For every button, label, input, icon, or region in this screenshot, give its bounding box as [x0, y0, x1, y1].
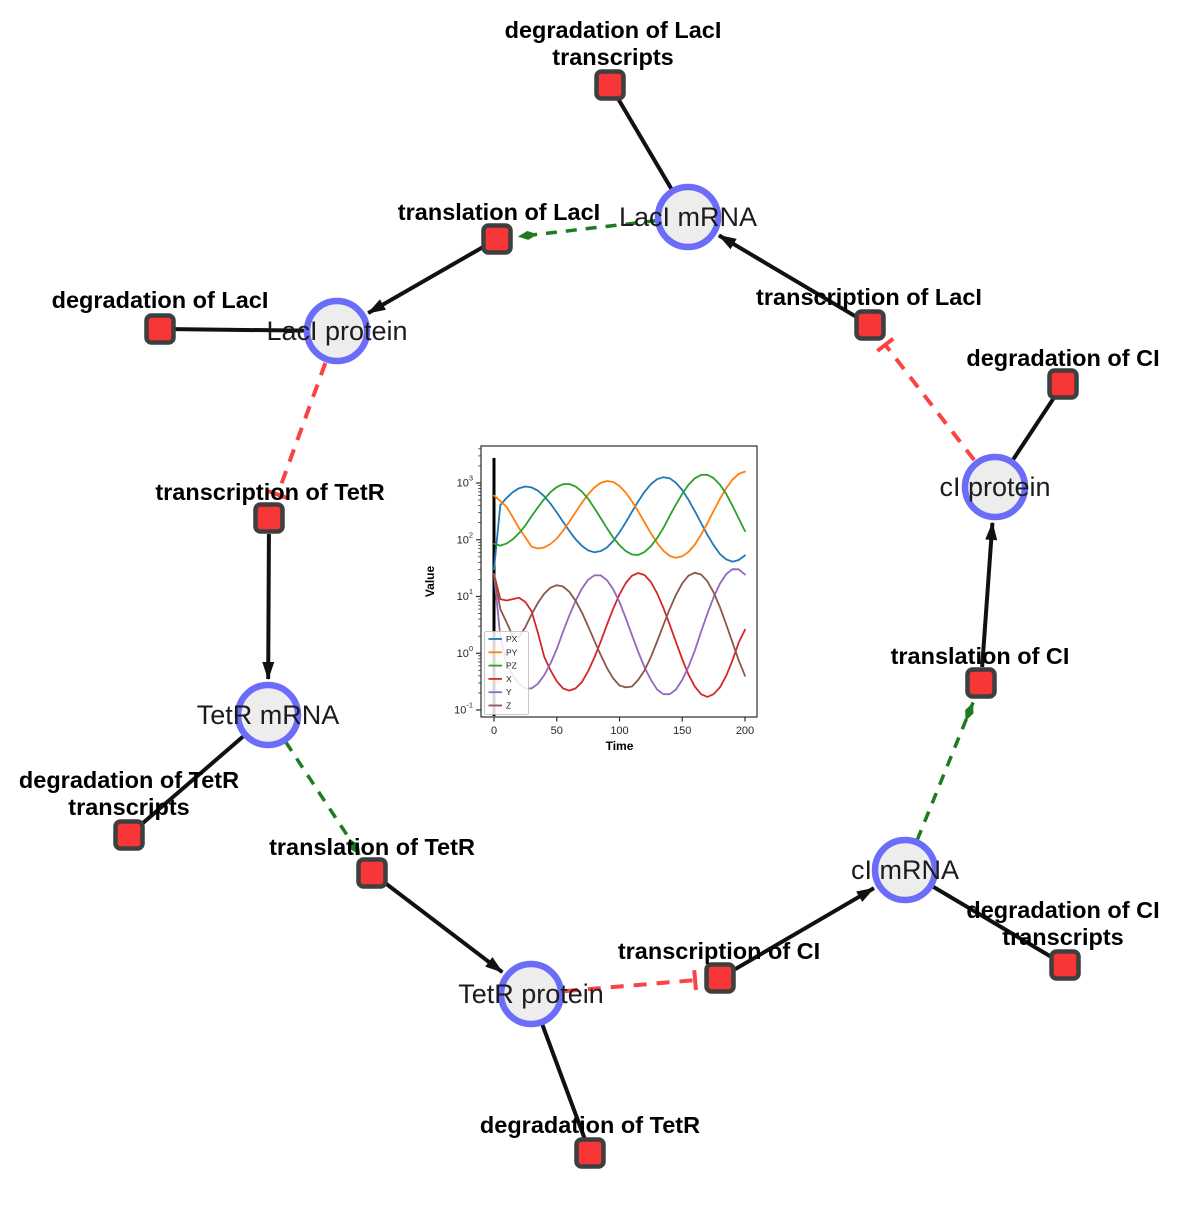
species-node-laci_protein [303, 297, 371, 365]
series-PZ-line [493, 473, 746, 556]
x-tick-label-100: 100 [610, 725, 628, 737]
edge-reactant-laci_mrna-to-translation_laci [517, 218, 657, 240]
reaction-label-deg_laci_tx-line1: degradation of LacI [505, 17, 722, 43]
y-tick-label-10e0: 100 [457, 644, 473, 660]
reaction-node-deg_tetr [574, 1137, 606, 1169]
species-label-laci_mrna: LacI mRNA [619, 202, 757, 232]
nodes-layer [113, 69, 1081, 1169]
series-Z-line [493, 571, 746, 689]
series-PX-line [493, 476, 746, 571]
series-PY-line [493, 470, 746, 559]
species-label-laci_protein: LacI protein [266, 316, 407, 346]
labels-layer: LacI mRNA LacI protein cI protein TetR mRNA… [19, 17, 1160, 1138]
edge-production-translation_laci-to-laci_protein [367, 245, 485, 315]
series-Y-line [493, 568, 746, 696]
species-node-tetr_mrna [234, 681, 302, 749]
reaction-label-deg_ci_tx-line2: transcripts [1002, 924, 1123, 950]
species-node-ci_protein [961, 453, 1029, 521]
edge-production-transcription_laci-to-laci_mrna [717, 233, 858, 319]
legend-label-X: X [506, 674, 512, 684]
reaction-label-transcription_tetr-line1: transcription of TetR [155, 479, 384, 505]
reaction-label-deg_tetr-line1: degradation of TetR [480, 1112, 700, 1138]
chart-y-axis-label: Value [423, 566, 437, 598]
reaction-node-deg_laci [144, 313, 176, 345]
reaction-node-transcription_ci [704, 962, 736, 994]
x-tick-label-0: 0 [491, 725, 497, 737]
edge-inhibition-laci_protein-to-transcription_tetr [267, 362, 328, 500]
reaction-node-deg_ci [1047, 368, 1079, 400]
edge-kinetic-ci_protein-to-deg_ci [1010, 394, 1057, 462]
reaction-label-deg_ci_tx-line1: degradation of CI [966, 897, 1159, 923]
reaction-node-transcription_laci [854, 309, 886, 341]
legend-label-PZ: PZ [506, 661, 517, 671]
edge-inhibition-ci_protein-to-transcription_laci [876, 337, 976, 462]
x-tick-label-200: 200 [736, 725, 754, 737]
reaction-label-transcription_ci-line1: transcription of CI [618, 938, 820, 964]
reaction-node-deg_ci_tx [1049, 949, 1081, 981]
reaction-label-deg_ci-line1: degradation of CI [966, 345, 1159, 371]
species-node-tetr_protein [497, 960, 565, 1028]
edge-reactant-ci_mrna-to-translation_ci [915, 701, 975, 842]
legend-label-Z: Z [506, 701, 511, 711]
reaction-node-translation_laci [481, 223, 513, 255]
edge-kinetic-laci_mrna-to-deg_laci_tx [615, 96, 674, 191]
x-tick-label-50: 50 [551, 725, 563, 737]
legend-label-PY: PY [506, 647, 518, 657]
reaction-node-translation_tetr [356, 857, 388, 889]
y-tick-label-10e3: 103 [457, 474, 473, 490]
y-tick-label-10e2: 102 [457, 530, 473, 546]
edge-production-transcription_ci-to-ci_mrna [732, 886, 875, 972]
edge-production-translation_tetr-to-tetr_protein [383, 881, 504, 974]
reaction-label-deg_tetr_tx-line1: degradation of TetR [19, 767, 239, 793]
reaction-label-transcription_laci-line1: transcription of LacI [756, 284, 982, 310]
species-label-tetr_mrna: TetR mRNA [197, 700, 340, 730]
legend-label-PX: PX [506, 634, 518, 644]
y-tick-label-10e-1: 10-1 [454, 701, 473, 717]
species-node-laci_mrna [654, 183, 722, 251]
reaction-label-deg_laci_tx-line2: transcripts [552, 44, 673, 70]
reaction-label-translation_ci-line1: translation of CI [891, 643, 1070, 669]
chart-series-layer [493, 470, 746, 698]
edge-reactant-tetr_mrna-to-translation_tetr [284, 740, 362, 857]
reaction-label-deg_tetr_tx-line2: transcripts [68, 794, 189, 820]
reaction-label-translation_tetr-line1: translation of TetR [269, 834, 475, 860]
edge-kinetic-laci_protein-to-deg_laci [173, 327, 306, 333]
y-tick-label-10e1: 101 [457, 587, 473, 603]
reaction-node-translation_ci [965, 667, 997, 699]
species-label-ci_mrna: cI mRNA [851, 855, 959, 885]
edges-layer [138, 96, 1057, 1141]
edge-kinetic-ci_mrna-to-deg_ci_tx [931, 884, 1054, 960]
edge-kinetic-tetr_protein-to-deg_tetr [540, 1023, 588, 1141]
species-node-ci_mrna [871, 836, 939, 904]
series-X-line [493, 572, 746, 698]
chart-x-axis-label: Time [606, 739, 634, 753]
reaction-label-translation_laci-line1: translation of LacI [398, 199, 600, 225]
species-label-ci_protein: cI protein [939, 472, 1050, 502]
reaction-node-transcription_tetr [253, 502, 285, 534]
edge-production-translation_ci-to-ci_protein [980, 521, 998, 668]
edge-production-transcription_tetr-to-tetr_mrna [262, 533, 275, 681]
legend-label-Y: Y [506, 687, 512, 697]
species-label-tetr_protein: TetR protein [458, 979, 604, 1009]
x-tick-label-150: 150 [673, 725, 691, 737]
reaction-node-deg_laci_tx [594, 69, 626, 101]
chart-legend: PX PY PZ XYZ [484, 631, 529, 715]
reaction-node-deg_tetr_tx [113, 819, 145, 851]
reaction-label-deg_laci-line1: degradation of LacI [52, 287, 269, 313]
edge-kinetic-tetr_mrna-to-deg_tetr_tx [138, 734, 246, 828]
